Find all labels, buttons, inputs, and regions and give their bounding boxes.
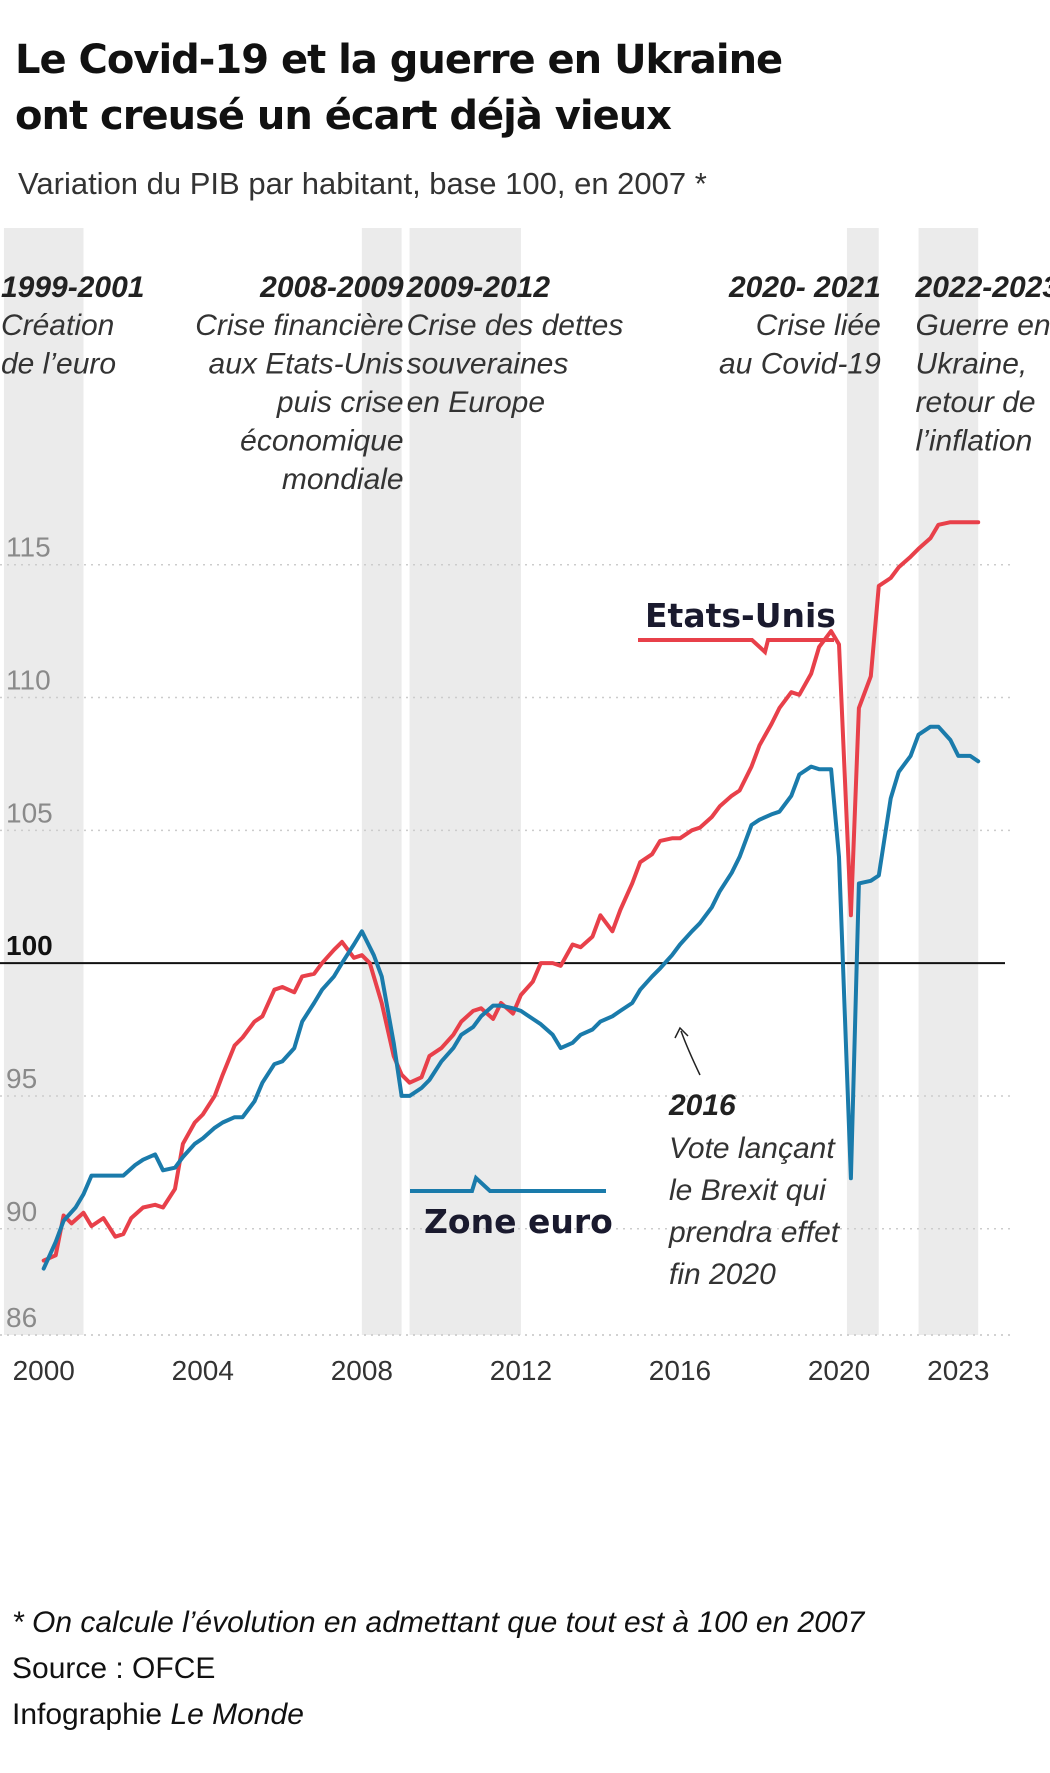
phase-years-2009-2012: 2009-2012 [406,271,551,304]
annotation-arrow-head [674,1026,689,1039]
phase-years-1999-2001: 1999-2001 [1,271,144,304]
phase-band-1999-2001 [3,228,84,1335]
y-tick-90: 90 [6,1196,37,1227]
phase-years-2020- 2021: 2020- 2021 [728,271,881,304]
y-tick-110: 110 [6,665,51,696]
y-tick-105: 105 [6,797,53,828]
annotation-text-1: le Brexit qui [669,1174,827,1207]
x-tick-2000: 2000 [13,1355,75,1386]
phase-text-2020- 2021-0: Crise liée [756,309,881,342]
annotation-text-2: prendra effet [668,1216,841,1249]
credit-name: Le Monde [170,1698,304,1731]
title-line-2: ont creusé un écart déjà vieux [15,93,672,139]
phase-band-2022-2023 [918,228,979,1335]
phase-text-2008-2009-1: aux Etats-Unis [209,348,404,381]
phase-text-2022-2023-2: retour de [916,386,1036,419]
x-tick-2004: 2004 [172,1355,234,1386]
euro-series-label: Zone euro [424,1202,613,1241]
y-axis-ticks: 86 90 95 100 105 110 115 [6,532,53,1333]
phase-text-2022-2023-3: l’inflation [916,425,1033,458]
phase-band-2008-2009 [361,228,402,1335]
series-line-zone-euro [41,724,981,1271]
x-tick-2023: 2023 [927,1355,989,1386]
phase-years-2022-2023: 2022-2023 [915,271,1050,304]
credit-prefix: Infographie [12,1698,171,1731]
footnote: * On calcule l’évolution en admettant qu… [12,1606,865,1639]
x-tick-2016: 2016 [649,1355,711,1386]
phase-text-2008-2009-4: mondiale [282,463,404,496]
phase-text-2008-2009-2: puis crise [276,386,404,419]
x-tick-2008: 2008 [331,1355,393,1386]
x-tick-2012: 2012 [490,1355,552,1386]
phase-text-2008-2009-3: économique [240,425,403,458]
phase-text-1999-2001-1: de l’euro [1,348,116,381]
credit-text: Infographie Le Monde [12,1692,864,1738]
annotation-text-0: Vote lançant [669,1132,836,1165]
annotation-year: 2016 [668,1089,736,1122]
phase-text-2022-2023-1: Ukraine, [916,348,1028,381]
annotation-arrow-line [680,1030,701,1076]
brexit-annotation: 2016 Vote lançant le Brexit qui prendra eff… [668,1026,841,1291]
y-tick-100: 100 [6,930,53,961]
phase-text-1999-2001-0: Création [1,309,114,342]
usa-series-label: Etats-Unis [645,596,836,635]
phase-bands [3,228,979,1335]
y-tick-86: 86 [6,1302,37,1333]
x-tick-2020: 2020 [808,1355,870,1386]
phase-years-2008-2009: 2008-2009 [259,271,404,304]
chart-footer: * On calcule l’évolution en admettant qu… [12,1600,864,1738]
phase-text-2020- 2021-1: au Covid-19 [719,348,881,381]
title-line-1: Le Covid-19 et la guerre en Ukraine [15,37,783,83]
x-axis-ticks: 2000 2004 2008 2012 2016 2020 2023 [13,1355,990,1386]
phase-band-2009-2012 [409,228,521,1335]
series-labels: Etats-Unis Zone euro [410,596,836,1241]
phase-text-2009-2012-1: souveraines [407,348,569,381]
y-tick-115: 115 [6,532,51,563]
chart-subtitle: Variation du PIB par habitant, base 100,… [18,166,707,201]
phase-text-2009-2012-0: Crise des dettes [407,309,624,342]
phase-text-2022-2023-0: Guerre en [916,309,1050,342]
y-tick-95: 95 [6,1063,37,1094]
usa-label-callout [638,638,834,656]
chart-title: Le Covid-19 et la guerre en Ukraine ont … [15,32,1015,144]
euro-label-callout [410,1174,606,1193]
annotation-text-3: fin 2020 [669,1258,776,1291]
phase-text-2009-2012-2: en Europe [407,386,545,419]
source-text: Source : OFCE [12,1652,216,1685]
phase-text-2008-2009-0: Crise financière [195,309,403,342]
